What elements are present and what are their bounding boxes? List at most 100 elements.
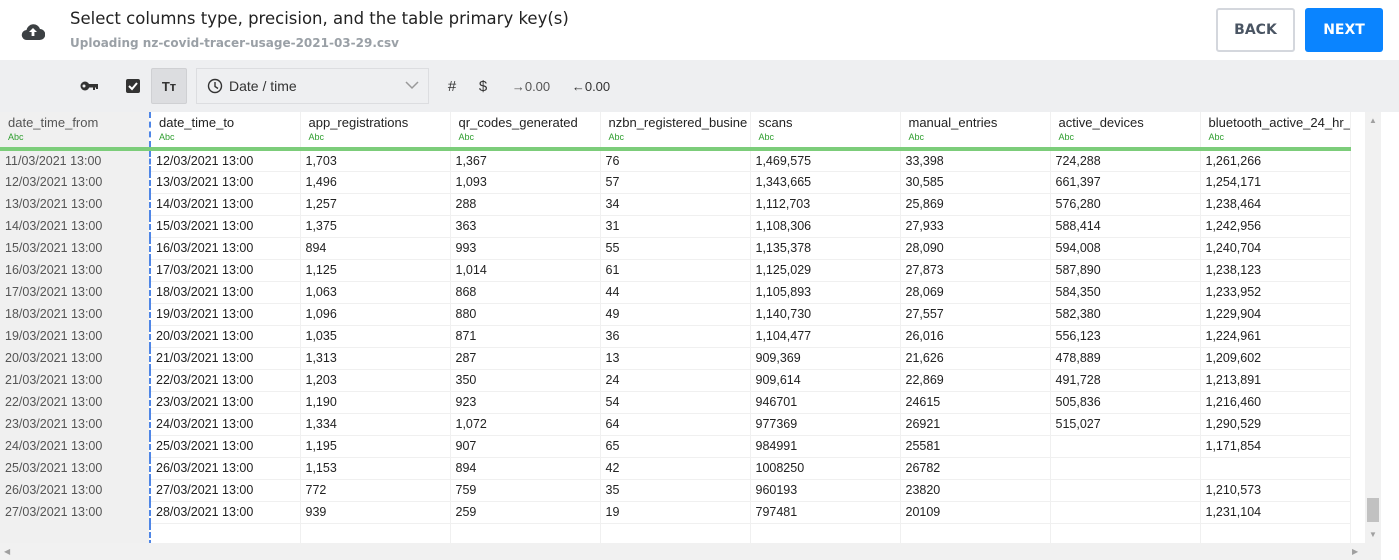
text-type-button[interactable]: Tт xyxy=(151,68,187,104)
primary-key-button[interactable] xyxy=(74,68,104,104)
table-cell: 36 xyxy=(600,325,751,348)
table-cell xyxy=(1050,523,1201,543)
table-cell: 1,496 xyxy=(300,171,451,194)
column-header-app_registrations[interactable]: app_registrations Abc xyxy=(300,112,451,151)
table-cell xyxy=(600,523,751,543)
upload-filename: Uploading nz-covid-tracer-usage-2021-03-… xyxy=(70,36,399,50)
table-cell: 1,125,029 xyxy=(750,259,901,282)
table-cell: 31 xyxy=(600,215,751,238)
column-header-date_time_from[interactable]: date_time_from Abc xyxy=(0,112,151,151)
table-cell: 724,288 xyxy=(1050,149,1201,172)
table-cell: 23/03/2021 13:00 xyxy=(150,391,301,414)
column-type-select[interactable]: Date / time xyxy=(196,68,429,104)
table-row: 22/03/2021 13:00 23/03/2021 13:00 1,190 923… xyxy=(0,391,1351,414)
table-cell: 21/03/2021 13:00 xyxy=(0,369,151,392)
table-cell: 1,014 xyxy=(450,259,601,282)
column-type-badge: Abc xyxy=(1208,132,1225,142)
scroll-down-icon[interactable]: ▼ xyxy=(1369,530,1377,539)
table-cell: 25,869 xyxy=(900,193,1051,216)
table-row: 15/03/2021 13:00 16/03/2021 13:00 894 993 55… xyxy=(0,237,1351,260)
vertical-scroll-thumb[interactable] xyxy=(1367,498,1379,522)
table-cell: 868 xyxy=(450,281,601,304)
table-cell: 576,280 xyxy=(1050,193,1201,216)
table-row: 23/03/2021 13:00 24/03/2021 13:00 1,334 1,0… xyxy=(0,413,1351,436)
table-cell: 1,190 xyxy=(300,391,451,414)
table-cell: 993 xyxy=(450,237,601,260)
table-cell: 61 xyxy=(600,259,751,282)
table-cell: 13 xyxy=(600,347,751,370)
table-cell: 594,008 xyxy=(1050,237,1201,260)
column-name: manual_entries xyxy=(908,115,998,130)
table-cell: 25/03/2021 13:00 xyxy=(0,457,151,480)
table-cell: 907 xyxy=(450,435,601,458)
column-header-bluetooth_active_24_hr_[interactable]: bluetooth_active_24_hr_ Abc xyxy=(1200,112,1351,151)
scroll-right-icon[interactable]: ▶ xyxy=(1352,547,1359,556)
table-cell: 505,836 xyxy=(1050,391,1201,414)
table-cell: 21/03/2021 13:00 xyxy=(150,347,301,370)
table-cell: 35 xyxy=(600,479,751,502)
table-cell xyxy=(450,523,601,543)
vertical-scrollbar[interactable]: ▲ ▼ xyxy=(1365,112,1381,543)
column-name: scans xyxy=(758,115,793,130)
table-cell: 12/03/2021 13:00 xyxy=(150,149,301,172)
column-header-date_time_to[interactable]: date_time_to Abc xyxy=(150,112,301,151)
table-cell: 1,224,961 xyxy=(1200,325,1351,348)
table-cell: 259 xyxy=(450,501,601,524)
table-cell: 556,123 xyxy=(1050,325,1201,348)
column-header-qr_codes_generated[interactable]: qr_codes_generated Abc xyxy=(450,112,601,151)
table-cell: 1,209,602 xyxy=(1200,347,1351,370)
number-type-button[interactable]: # xyxy=(447,77,457,95)
currency-type-button[interactable]: $ xyxy=(478,77,488,95)
table-cell: 661,397 xyxy=(1050,171,1201,194)
increase-decimals-button[interactable]: →0.00 xyxy=(511,78,551,94)
page-title: Select columns type, precision, and the … xyxy=(70,9,569,28)
table-cell: 22,869 xyxy=(900,369,1051,392)
table-cell: 28,090 xyxy=(900,237,1051,260)
table-cell: 26782 xyxy=(900,457,1051,480)
nullable-checkbox[interactable] xyxy=(118,68,148,104)
column-header-active_devices[interactable]: active_devices Abc xyxy=(1050,112,1201,151)
table-cell: 909,369 xyxy=(750,347,901,370)
table-cell: 49 xyxy=(600,303,751,326)
table-cell: 16/03/2021 13:00 xyxy=(0,259,151,282)
column-header-scans[interactable]: scans Abc xyxy=(750,112,901,151)
decrease-decimals-button[interactable]: ←0.00 xyxy=(571,78,611,94)
table-cell: 1,240,704 xyxy=(1200,237,1351,260)
table-cell: 1,171,854 xyxy=(1200,435,1351,458)
table-cell: 23820 xyxy=(900,479,1051,502)
horizontal-scrollbar[interactable]: ◀ ▶ xyxy=(0,543,1381,560)
table-cell: 1,213,891 xyxy=(1200,369,1351,392)
column-name: date_time_to xyxy=(159,115,235,130)
column-header-manual_entries[interactable]: manual_entries Abc xyxy=(900,112,1051,151)
table-cell: 587,890 xyxy=(1050,259,1201,282)
table-cell: 16/03/2021 13:00 xyxy=(150,237,301,260)
table-row: 21/03/2021 13:00 22/03/2021 13:00 1,203 350… xyxy=(0,369,1351,392)
table-cell: 57 xyxy=(600,171,751,194)
table-cell: 1,216,460 xyxy=(1200,391,1351,414)
table-cell: 24/03/2021 13:00 xyxy=(150,413,301,436)
table-cell: 34 xyxy=(600,193,751,216)
table-cell: 1,703 xyxy=(300,149,451,172)
column-header-nzbn_registered_busine[interactable]: nzbn_registered_busine Abc xyxy=(600,112,751,151)
table-cell: 1,108,306 xyxy=(750,215,901,238)
table-cell xyxy=(1050,457,1201,480)
table-cell: 13/03/2021 13:00 xyxy=(150,171,301,194)
table-cell: 19 xyxy=(600,501,751,524)
column-type-badge: Abc xyxy=(308,132,325,142)
table-cell: 923 xyxy=(450,391,601,414)
table-cell: 11/03/2021 13:00 xyxy=(0,149,151,172)
clock-icon xyxy=(207,78,223,94)
table-cell: 1,313 xyxy=(300,347,451,370)
back-button[interactable]: BACK xyxy=(1216,8,1295,52)
table-cell: 1,096 xyxy=(300,303,451,326)
scroll-left-icon[interactable]: ◀ xyxy=(4,547,11,556)
table-cell: 977369 xyxy=(750,413,901,436)
next-button[interactable]: NEXT xyxy=(1305,8,1383,52)
table-cell: 1,063 xyxy=(300,281,451,304)
table-cell: 24 xyxy=(600,369,751,392)
table-cell: 1,140,730 xyxy=(750,303,901,326)
scroll-up-icon[interactable]: ▲ xyxy=(1369,116,1377,125)
table-row: 14/03/2021 13:00 15/03/2021 13:00 1,375 363… xyxy=(0,215,1351,238)
table-cell: 1,203 xyxy=(300,369,451,392)
column-name: active_devices xyxy=(1058,115,1144,130)
